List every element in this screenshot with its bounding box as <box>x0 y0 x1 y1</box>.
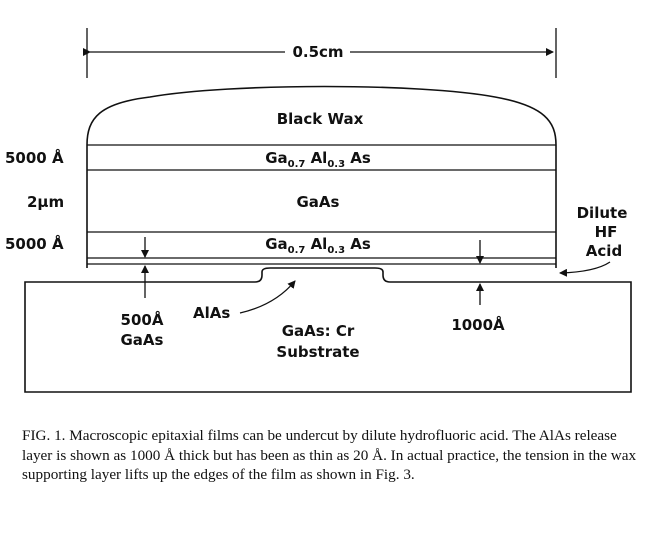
gaas-layer-label: GaAs <box>297 193 340 211</box>
figure-caption: FIG. 1. Macroscopic epitaxial films can … <box>22 427 637 483</box>
epitaxial-film-diagram: 0.5cm Black Wax Ga0.7 Al0.3 As GaAs Ga0.… <box>5 28 632 393</box>
width-dimension: 0.5cm <box>83 28 557 78</box>
width-label: 0.5cm <box>292 43 343 61</box>
substrate-label-line2: Substrate <box>276 343 359 361</box>
black-wax-label: Black Wax <box>277 110 364 128</box>
thickness-bottom-label: 5000 Å <box>5 234 64 253</box>
base-thickness-label: 500Å <box>121 310 164 329</box>
base-material-label: GaAs <box>121 331 164 349</box>
thickness-top-label: 5000 Å <box>5 148 64 167</box>
acid-label-line3: Acid <box>586 242 622 260</box>
alas-label: AlAs <box>193 304 230 322</box>
thickness-middle-label: 2μm <box>27 193 64 211</box>
algaas-bottom-label: Ga0.7 Al0.3 As <box>265 235 371 256</box>
black-wax-layer: Black Wax <box>86 85 557 146</box>
acid-label-line2: HF <box>595 223 618 241</box>
substrate: GaAs: Cr Substrate <box>24 267 632 393</box>
substrate-label-line1: GaAs: Cr <box>282 322 355 340</box>
algaas-top-label: Ga0.7 Al0.3 As <box>265 149 371 170</box>
gap-thickness-label: 1000Å <box>451 315 505 334</box>
acid-label-line1: Dilute <box>577 204 628 222</box>
